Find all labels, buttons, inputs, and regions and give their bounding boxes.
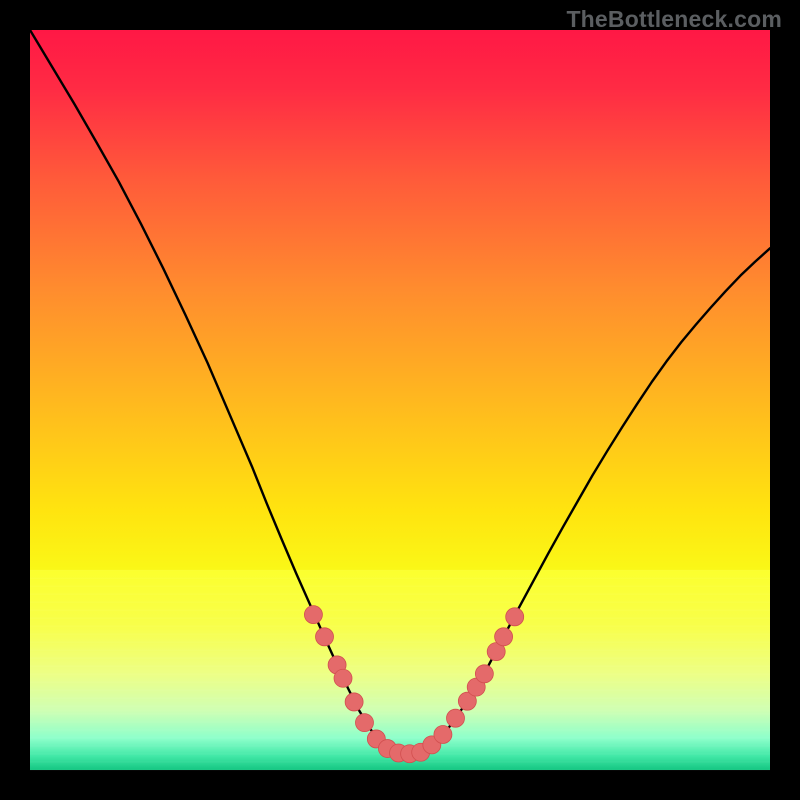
- watermark-text: TheBottleneck.com: [566, 6, 782, 33]
- curve-marker: [334, 669, 352, 687]
- curve-marker: [355, 714, 373, 732]
- curve-marker: [447, 709, 465, 727]
- chart-svg: [0, 0, 800, 800]
- curve-marker: [345, 693, 363, 711]
- chart-stage: TheBottleneck.com: [0, 0, 800, 800]
- curve-marker: [304, 606, 322, 624]
- curve-marker: [434, 725, 452, 743]
- bottom-band: [30, 570, 770, 770]
- curve-marker: [506, 608, 524, 626]
- curve-marker: [495, 628, 513, 646]
- curve-marker: [475, 665, 493, 683]
- curve-marker: [316, 628, 334, 646]
